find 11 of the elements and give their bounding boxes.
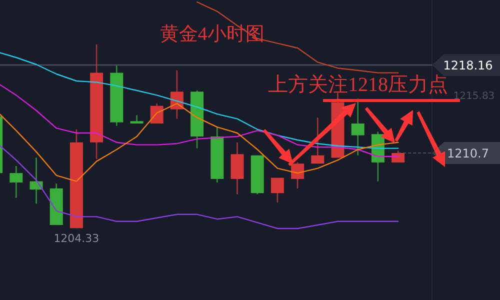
annotation: 上方关注1218压力点 [268,73,448,96]
y-tick-label: 1218.16 [443,58,493,72]
y-tick-label: 1210.7 [447,146,489,161]
candlestick [351,98,364,156]
annotation: 1204.33 [54,232,100,246]
text: 1215.83 [453,91,495,102]
candlestick [311,116,324,164]
line-series [196,1,399,74]
candlestick [270,177,284,204]
candlestick [291,162,304,190]
candlestick [10,165,23,199]
